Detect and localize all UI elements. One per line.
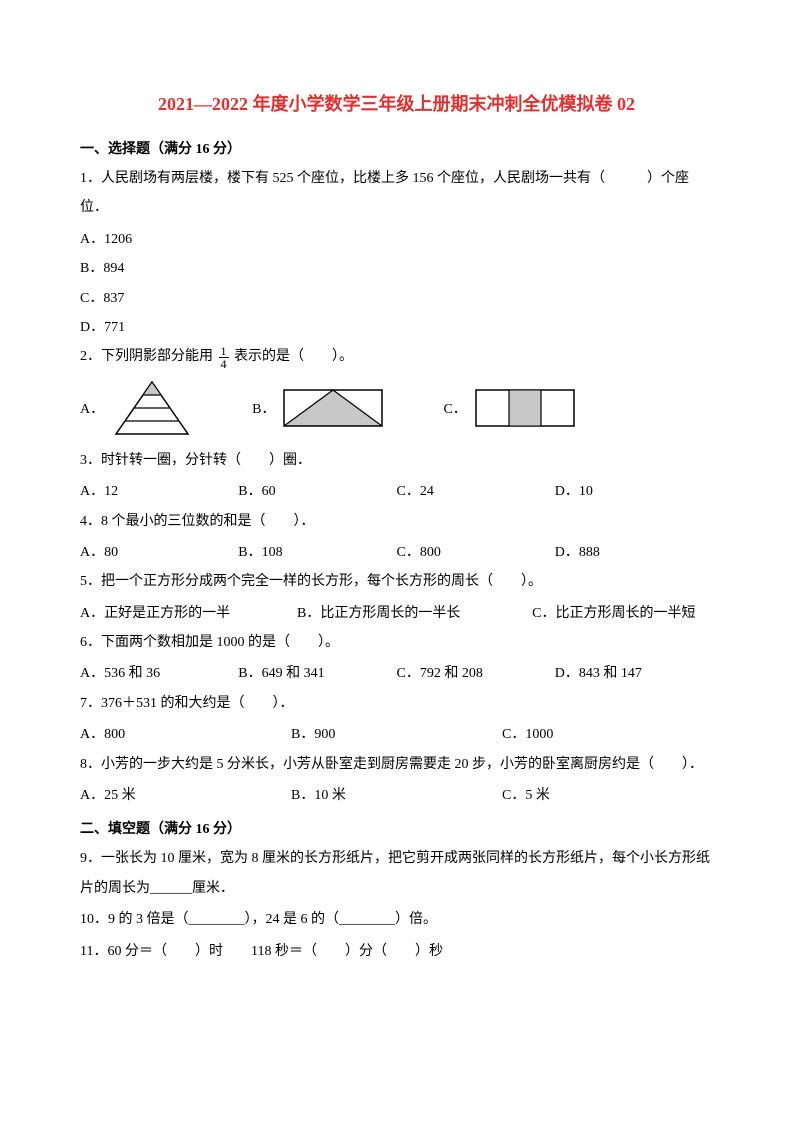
- q8-text: 8．小芳的一步大约是 5 分米长，小芳从卧室走到厨房需要走 20 步，小芳的卧室…: [80, 750, 713, 779]
- section-1-header: 一、选择题（满分 16 分）: [80, 138, 713, 158]
- q5-options: A．正好是正方形的一半 B．比正方形周长的一半长 C．比正方形周长的一半短: [80, 599, 713, 628]
- rect-diagonal-figure-icon: [283, 388, 383, 428]
- q5-opt-a: A．正好是正方形的一半: [80, 599, 297, 628]
- fraction-icon: 1 4: [219, 345, 229, 370]
- section-2-header: 二、填空题（满分 16 分）: [80, 818, 713, 838]
- q7-opt-c: C．1000: [502, 720, 713, 749]
- q2-prefix: 2．下列阴影部分能用: [80, 349, 213, 364]
- q2-text: 2．下列阴影部分能用 1 4 表示的是（ ）。: [80, 342, 713, 371]
- q3-opt-a: A．12: [80, 477, 238, 506]
- fraction-numerator: 1: [219, 345, 229, 358]
- q3-text: 3．时针转一圈，分针转（ ）圈．: [80, 446, 713, 475]
- q5-opt-c: C．比正方形周长的一半短: [532, 599, 713, 628]
- q4-text: 4．8 个最小的三位数的和是（ ）．: [80, 507, 713, 536]
- q5-opt-b: B．比正方形周长的一半长: [297, 599, 532, 628]
- q8-options: A．25 米 B．10 米 C．5 米: [80, 781, 713, 810]
- q11-text: 11．60 分＝（ ）时 118 秒＝（ ）分（ ）秒: [80, 937, 713, 966]
- q2-suffix: 表示的是（ ）。: [234, 349, 353, 364]
- q2-opt-b: B．: [252, 388, 383, 428]
- triangle-figure-icon: [112, 380, 192, 436]
- q4-opt-a: A．80: [80, 538, 238, 567]
- q6-opt-a: A．536 和 36: [80, 659, 238, 688]
- q4-opt-c: C．800: [397, 538, 555, 567]
- page-title: 2021—2022 年度小学数学三年级上册期末冲刺全优模拟卷 02: [80, 90, 713, 116]
- q7-options: A．800 B．900 C．1000: [80, 720, 713, 749]
- q6-text: 6．下面两个数相加是 1000 的是（ ）。: [80, 628, 713, 657]
- q1-opt-c: C．837: [80, 284, 713, 313]
- q4-options: A．80 B．108 C．800 D．888: [80, 538, 713, 567]
- q4-opt-d: D．888: [555, 538, 713, 567]
- q7-opt-b: B．900: [291, 720, 502, 749]
- q2-opt-a: A．: [80, 380, 192, 436]
- q2-options: A． B． C．: [80, 380, 713, 436]
- q8-opt-a: A．25 米: [80, 781, 291, 810]
- fraction-denominator: 4: [219, 358, 229, 370]
- q3-opt-c: C．24: [397, 477, 555, 506]
- title-text: 2021—2022 年度小学数学三年级上册期末冲刺全优模拟卷 02: [158, 94, 635, 114]
- q6-options: A．536 和 36 B．649 和 341 C．792 和 208 D．843…: [80, 659, 713, 688]
- q7-opt-a: A．800: [80, 720, 291, 749]
- q7-text: 7．376＋531 的和大约是（ ）．: [80, 689, 713, 718]
- q6-opt-b: B．649 和 341: [238, 659, 396, 688]
- q5-text: 5．把一个正方形分成两个完全一样的长方形，每个长方形的周长（ ）。: [80, 567, 713, 596]
- q1-opt-b: B．894: [80, 254, 713, 283]
- q3-opt-b: B．60: [238, 477, 396, 506]
- q8-opt-b: B．10 米: [291, 781, 502, 810]
- q3-opt-d: D．10: [555, 477, 713, 506]
- q3-options: A．12 B．60 C．24 D．10: [80, 477, 713, 506]
- q8-opt-c: C．5 米: [502, 781, 713, 810]
- q9-text: 9．一张长为 10 厘米，宽为 8 厘米的长方形纸片，把它剪开成两张同样的长方形…: [80, 844, 713, 903]
- rect-quarter-figure-icon: [475, 388, 575, 428]
- q1-options: A．1206 B．894 C．837 D．771: [80, 225, 713, 343]
- q2-label-c: C．: [443, 398, 466, 418]
- q1-opt-d: D．771: [80, 313, 713, 342]
- q2-label-a: A．: [80, 398, 104, 418]
- q10-text: 10．9 的 3 倍是（________），24 是 6 的（________）…: [80, 905, 713, 934]
- q6-opt-c: C．792 和 208: [397, 659, 555, 688]
- q1-opt-a: A．1206: [80, 225, 713, 254]
- q2-label-b: B．: [252, 398, 275, 418]
- q1-text: 1．人民剧场有两层楼，楼下有 525 个座位，比楼上多 156 个座位，人民剧场…: [80, 164, 713, 223]
- q2-opt-c: C．: [443, 388, 574, 428]
- q6-opt-d: D．843 和 147: [555, 659, 713, 688]
- q4-opt-b: B．108: [238, 538, 396, 567]
